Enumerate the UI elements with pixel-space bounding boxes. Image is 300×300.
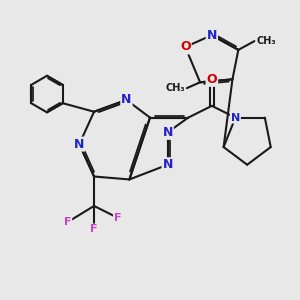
Text: N: N [207, 29, 217, 42]
Text: N: N [121, 93, 132, 106]
Text: N: N [163, 158, 173, 171]
Text: O: O [180, 40, 190, 53]
Text: F: F [90, 224, 98, 235]
Text: N: N [74, 138, 85, 151]
Text: N: N [231, 112, 240, 123]
Text: F: F [114, 213, 122, 223]
Text: F: F [64, 217, 71, 227]
Text: N: N [163, 126, 173, 139]
Text: CH₃: CH₃ [166, 83, 185, 93]
Text: CH₃: CH₃ [256, 36, 276, 46]
Text: O: O [206, 73, 217, 86]
